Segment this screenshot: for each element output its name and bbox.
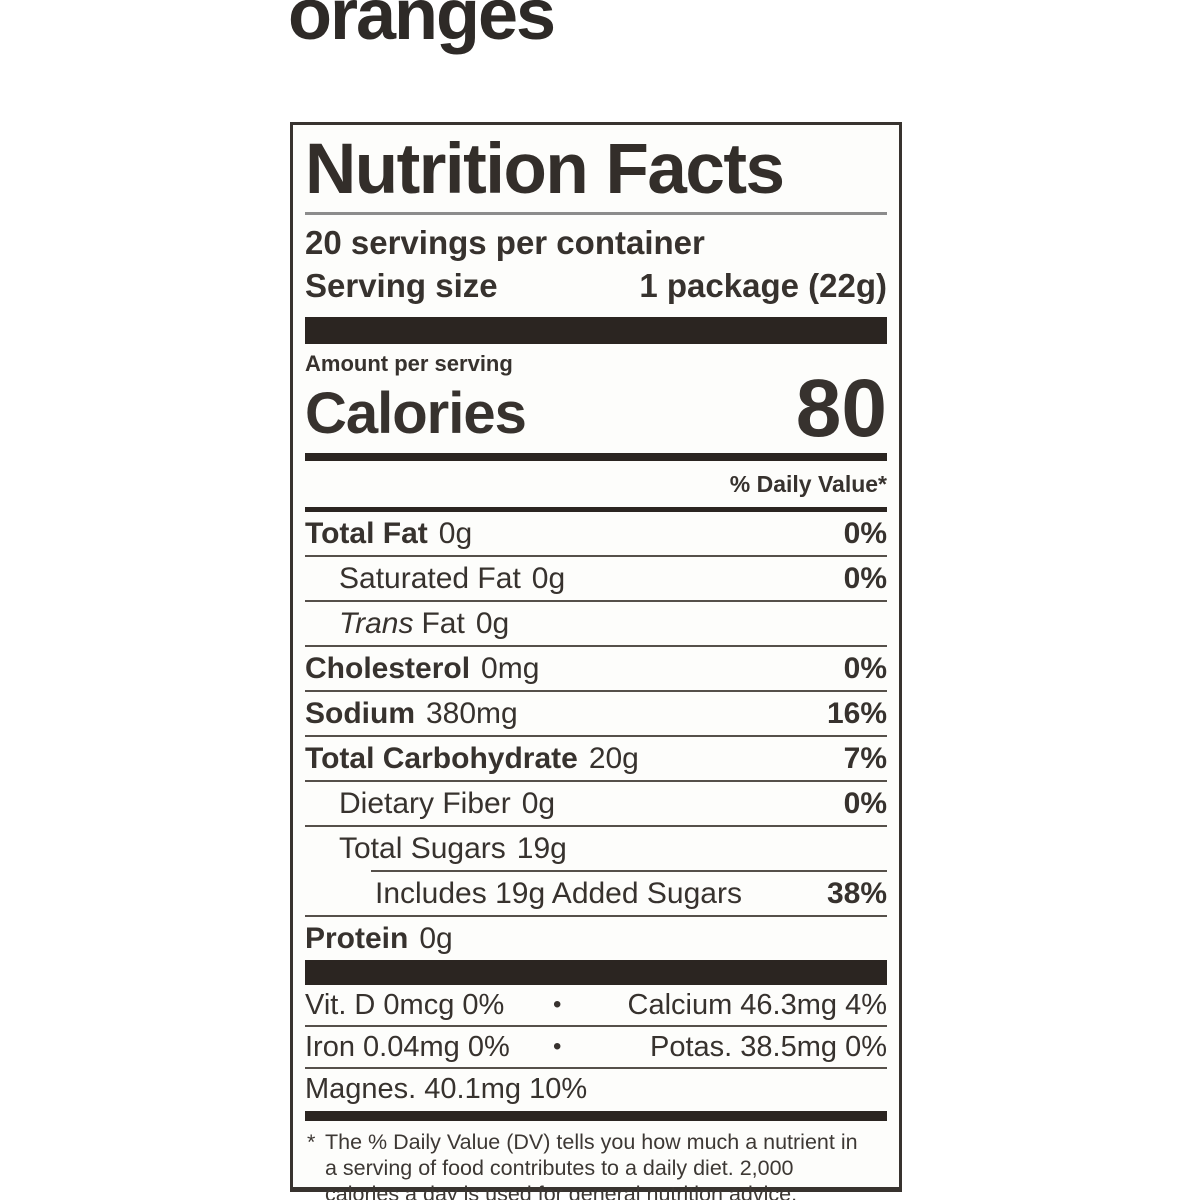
nutrient-daily-value: 38%: [826, 876, 887, 910]
calories-value: 80: [795, 363, 887, 455]
row-separator: [305, 915, 887, 918]
amount-per-serving-label: Amount per serving: [305, 350, 513, 376]
nutrient-row-dietary-fiber: Dietary Fiber 0g 0%: [305, 782, 887, 825]
nutrient-name: Total Carbohydrate: [305, 741, 578, 775]
nutrient-daily-value: 0%: [843, 561, 887, 595]
bullet-separator: •: [553, 991, 562, 1019]
nutrient-amount: 20g: [588, 741, 639, 775]
divider-bar-thin: [305, 507, 887, 513]
micronutrient-row-1: Vit. D 0mcg 0% • Calcium 46.3mg 4%: [305, 985, 887, 1025]
serving-size-row: Serving size 1 package (22g): [305, 265, 887, 308]
nutrient-amount: 380mg: [426, 696, 518, 730]
row-separator: [305, 825, 887, 828]
row-separator-indented: [371, 870, 887, 873]
footnote-asterisk: *: [307, 1130, 316, 1155]
daily-value-header: % Daily Value*: [729, 471, 887, 498]
row-separator: [305, 645, 887, 648]
servings-section: 20 servings per container Serving size 1…: [305, 215, 887, 314]
row-separator: [305, 690, 887, 693]
nutrient-name: Total Fat: [305, 516, 428, 550]
nutrient-row-saturated-fat: Saturated Fat 0g 0%: [305, 557, 887, 600]
footnote-text: The % Daily Value (DV) tells you how muc…: [325, 1130, 858, 1200]
servings-per-container: 20 servings per container: [305, 224, 705, 261]
divider-bar-medium: [305, 1111, 887, 1122]
nutrient-amount: 0g: [521, 786, 556, 820]
nutrient-row-cholesterol: Cholesterol 0mg 0%: [305, 647, 887, 690]
calories-label: Calories: [305, 381, 527, 447]
nutrient-daily-value: 7%: [843, 741, 887, 775]
nutrient-name: Dietary Fiber: [339, 786, 511, 820]
nutrient-row-total-carbohydrate: Total Carbohydrate 20g 7%: [305, 737, 887, 780]
nutrition-facts-title: Nutrition Facts: [305, 125, 887, 215]
nutrient-name: Cholesterol: [305, 651, 471, 685]
micronutrient-left: Magnes. 40.1mg 10%: [305, 1072, 588, 1105]
row-separator: [305, 600, 887, 603]
calories-row: Calories 80: [305, 363, 887, 455]
nutrient-row-added-sugars: Includes 19g Added Sugars 38%: [305, 872, 887, 915]
micronutrient-right: Potas. 38.5mg 0%: [650, 1030, 887, 1063]
nutrient-row-trans-fat: Trans Fat 0g: [305, 602, 887, 645]
nutrient-amount: 0g: [475, 606, 510, 640]
divider-bar-thick: [305, 960, 887, 986]
nutrient-name: Total Sugars: [339, 831, 506, 865]
nutrient-daily-value: 16%: [826, 696, 887, 730]
nutrient-amount: 0g: [438, 516, 473, 550]
nutrition-facts-label: Nutrition Facts 20 servings per containe…: [290, 122, 902, 1200]
nutrient-amount: 0mg: [481, 651, 540, 685]
product-title: oranges: [288, 0, 556, 55]
row-separator: [305, 1025, 887, 1028]
nutrient-row-total-fat: Total Fat 0g 0%: [305, 512, 887, 555]
row-separator: [305, 735, 887, 738]
nutrient-name: Saturated Fat: [339, 561, 521, 595]
micronutrient-left: Vit. D 0mcg 0%: [305, 988, 505, 1021]
row-separator: [305, 1067, 887, 1070]
nutrient-amount: 0g: [419, 921, 453, 955]
nutrient-row-protein: Protein 0g: [305, 917, 887, 960]
micronutrient-left: Iron 0.04mg 0%: [305, 1030, 510, 1063]
nutrient-daily-value: 0%: [843, 516, 887, 550]
daily-value-footnote: * The % Daily Value (DV) tells you how m…: [305, 1121, 887, 1200]
nutrient-name: Fat: [421, 606, 465, 640]
micronutrient-right: Calcium 46.3mg 4%: [627, 988, 888, 1021]
divider-bar-thick: [305, 316, 887, 344]
row-separator: [305, 555, 887, 558]
nutrient-name: Sodium: [305, 696, 415, 730]
nutrient-name: Protein: [305, 921, 409, 955]
row-separator: [305, 780, 887, 783]
micronutrient-row-3: Magnes. 40.1mg 10%: [305, 1069, 887, 1109]
nutrient-amount: 0g: [531, 561, 566, 595]
divider-bar-medium: [305, 453, 887, 462]
micronutrient-row-2: Iron 0.04mg 0% • Potas. 38.5mg 0%: [305, 1027, 887, 1067]
serving-size-label: Serving size: [305, 266, 498, 304]
nutrient-daily-value: 0%: [843, 651, 887, 685]
nutrient-amount: 19g: [516, 831, 567, 865]
nutrient-name: Includes 19g Added Sugars: [375, 876, 742, 910]
nutrient-row-sodium: Sodium 380mg 16%: [305, 692, 887, 735]
serving-size-value: 1 package (22g): [639, 266, 887, 304]
nutrient-daily-value: 0%: [843, 786, 887, 820]
nutrient-row-total-sugars: Total Sugars 19g: [305, 827, 887, 870]
bullet-separator: •: [553, 1033, 562, 1061]
nutrient-name-italic: Trans: [339, 606, 414, 640]
